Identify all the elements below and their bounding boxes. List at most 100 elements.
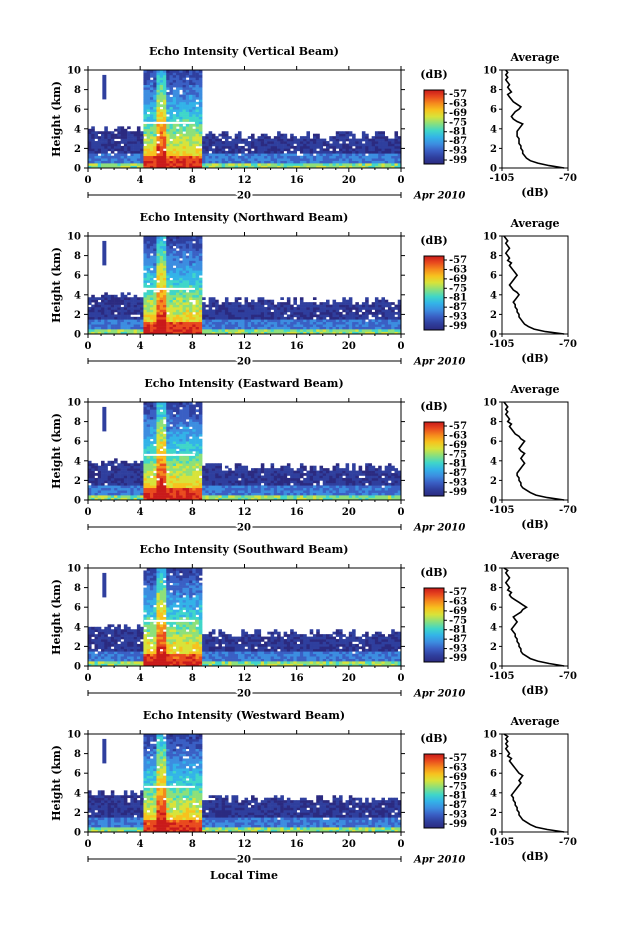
heatmap-cell — [237, 155, 242, 159]
heatmap-cell — [133, 163, 138, 166]
heatmap-cell — [195, 492, 200, 496]
heatmap-cell — [166, 128, 170, 132]
heatmap-cell — [251, 314, 255, 318]
heatmap-cell — [247, 321, 252, 325]
heatmap-cell — [260, 150, 265, 154]
heatmap-cell — [101, 490, 105, 493]
heatmap-cell — [260, 321, 265, 325]
heatmap-cell — [156, 409, 161, 413]
heatmap-cell — [397, 145, 402, 149]
heatmap-cell — [146, 411, 151, 415]
heatmap-cell — [185, 126, 190, 130]
heatmap-cell — [169, 492, 174, 496]
heatmap-cell — [156, 275, 161, 278]
heatmap-cell — [166, 448, 170, 452]
heatmap-cell — [280, 490, 284, 493]
heatmap-cell — [143, 428, 147, 432]
heatmap-cell — [241, 155, 245, 159]
heatmap-cell — [329, 155, 333, 159]
heatmap-cell — [378, 163, 382, 166]
heatmap-cell — [101, 326, 105, 330]
heatmap-cell — [192, 101, 196, 105]
heatmap-cell — [384, 324, 389, 327]
heatmap-cell — [123, 321, 128, 325]
heatmap-cell — [378, 316, 382, 320]
heatmap-cell — [296, 138, 301, 142]
heatmap-cell — [254, 495, 258, 498]
heatmap-cell — [358, 160, 363, 164]
heatmap-cell — [159, 414, 164, 417]
heatmap-cell — [182, 299, 187, 303]
heatmap-cell — [153, 74, 157, 78]
heatmap-cell — [218, 143, 222, 147]
heatmap-cell — [156, 426, 161, 430]
heatmap-cell — [283, 316, 288, 320]
heatmap-cell — [182, 165, 187, 169]
heatmap-cell — [159, 250, 164, 254]
heatmap-cell — [296, 307, 301, 310]
heatmap-cell — [176, 270, 180, 274]
heatmap-cell — [94, 133, 99, 137]
heatmap-cell — [127, 143, 131, 147]
heatmap-cell — [185, 277, 190, 281]
heatmap-cell — [348, 304, 353, 308]
heatmap-cell — [361, 131, 366, 134]
heatmap-cell — [130, 465, 134, 469]
heatmap-cell — [143, 470, 147, 474]
heatmap-cell — [114, 160, 118, 164]
heatmap-cell — [198, 158, 203, 161]
heatmap-cell — [290, 314, 294, 318]
heatmap-cell — [224, 487, 229, 491]
heatmap-cell — [153, 497, 157, 501]
heatmap-cell — [143, 299, 147, 303]
heatmap-cell — [166, 309, 170, 313]
heatmap-cell — [192, 426, 196, 430]
heatmap-cell — [309, 319, 314, 323]
heatmap-cell — [133, 311, 138, 315]
heatmap-cell — [361, 326, 366, 330]
heatmap-cell — [384, 331, 389, 335]
heatmap-cell — [114, 321, 118, 325]
heatmap-cell — [387, 319, 392, 323]
heatmap-cell — [104, 128, 108, 132]
heatmap-cell — [156, 475, 161, 479]
heatmap-cell — [329, 165, 333, 169]
heatmap-cell — [228, 487, 232, 491]
heatmap-cell — [140, 131, 144, 134]
heatmap-cell — [345, 160, 350, 164]
heatmap-cell — [182, 245, 187, 249]
heatmap-cell — [169, 455, 174, 459]
heatmap-cell — [247, 307, 252, 310]
heatmap-cell — [176, 406, 180, 410]
heatmap-cell — [303, 329, 307, 332]
heatmap-cell — [234, 480, 239, 484]
heatmap-cell — [136, 470, 141, 474]
heatmap-cell — [182, 438, 187, 442]
colorbar-tick-label: -81 — [449, 293, 467, 304]
heatmap-cell — [309, 307, 314, 310]
heatmap-cell — [332, 155, 337, 159]
heatmap-cell — [312, 311, 317, 315]
heatmap-cell — [312, 143, 317, 147]
heatmap-cell — [189, 294, 193, 298]
heatmap-cell — [110, 321, 115, 325]
heatmap-cell — [101, 473, 105, 476]
heatmap-cell — [257, 141, 262, 144]
heatmap-cell — [133, 153, 138, 157]
heatmap-cell — [159, 123, 164, 127]
heatmap-cell — [162, 302, 167, 305]
heatmap-cell — [251, 311, 255, 315]
heatmap-cell — [140, 331, 144, 335]
heatmap-cell — [283, 153, 288, 157]
heatmap-cell — [195, 84, 200, 88]
heatmap-cell — [159, 304, 164, 308]
heatmap-cell — [244, 307, 249, 310]
date-label: 20 — [237, 191, 251, 202]
heatmap-cell — [143, 109, 147, 112]
heatmap-cell — [326, 329, 330, 332]
heatmap-cell — [159, 145, 164, 149]
heatmap-cell — [273, 316, 278, 320]
heatmap-cell — [205, 316, 209, 320]
heatmap-cell — [299, 145, 304, 149]
heatmap-cell — [208, 480, 213, 484]
